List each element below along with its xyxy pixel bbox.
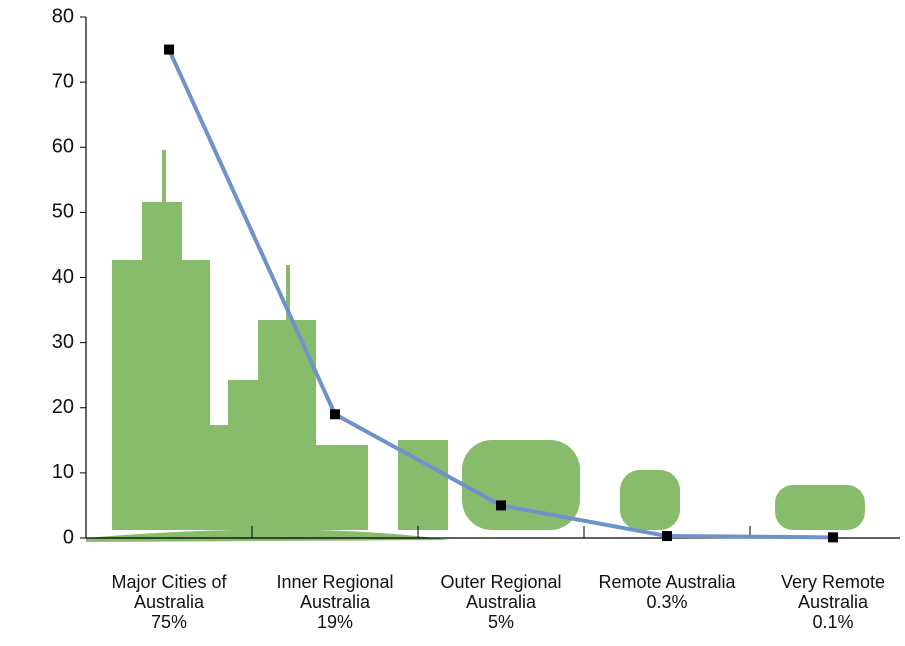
y-tick-label: 20 — [52, 396, 74, 418]
x-tick-label: Inner Regional Australia — [276, 572, 394, 612]
x-tick-label: Major Cities of Australia — [111, 572, 227, 612]
value-label: 19% — [316, 612, 354, 632]
y-tick-label: 80 — [52, 5, 74, 27]
value-label: 75% — [150, 612, 188, 632]
illustration — [86, 150, 865, 542]
y-tick-label: 0 — [63, 526, 74, 548]
y-tick-label: 50 — [52, 201, 74, 223]
x-tick-label: Remote Australia — [598, 572, 736, 592]
marker — [330, 409, 340, 420]
y-tick-label: 30 — [52, 331, 74, 353]
y-tick-label: 60 — [52, 136, 74, 158]
x-tick-label: Outer Regional Australia — [440, 572, 562, 612]
marker — [662, 531, 672, 542]
value-label: 0.3% — [646, 592, 688, 612]
value-label: 0.1% — [812, 612, 854, 632]
marker — [828, 532, 838, 543]
marker — [496, 500, 506, 511]
y-tick-label: 10 — [52, 461, 74, 483]
x-tick-label: Very Remote Australia — [780, 572, 886, 612]
marker — [164, 44, 174, 55]
y-tick-label: 70 — [52, 70, 74, 92]
y-tick-label: 40 — [52, 266, 74, 288]
value-label: 5% — [487, 612, 514, 632]
